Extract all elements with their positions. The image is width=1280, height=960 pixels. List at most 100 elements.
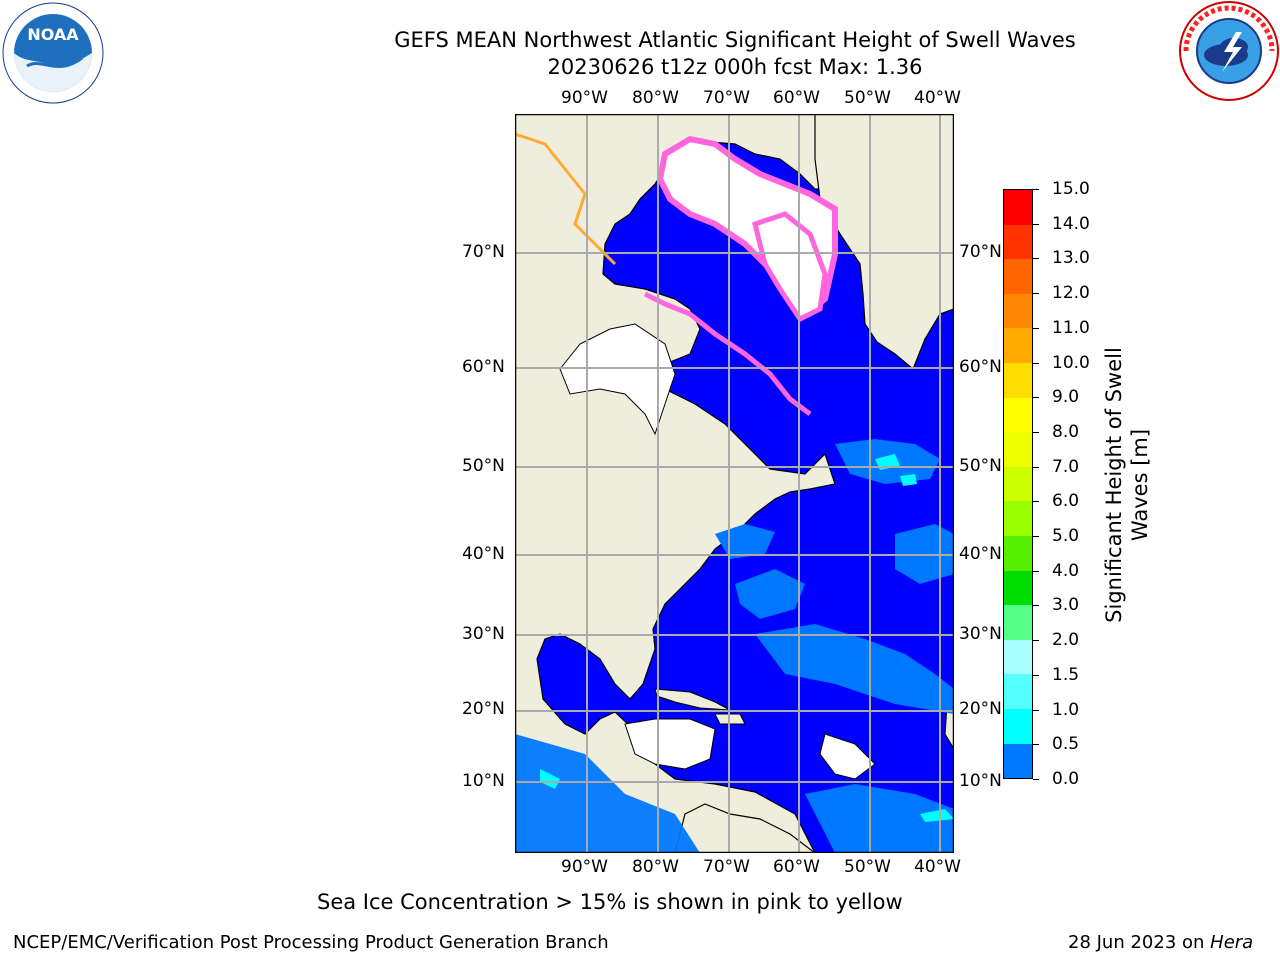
lat-label-left: 20°N [462, 699, 505, 719]
lat-label-right: 10°N [959, 771, 1002, 791]
colorbar-cell [1004, 570, 1032, 606]
colorbar-tick-label: 6.0 [1052, 491, 1080, 512]
map-svg [514, 113, 955, 854]
ice-hudson-bay [559, 323, 676, 436]
colorbar-cell [1004, 224, 1032, 260]
lon-label-bottom: 70°W [703, 857, 750, 877]
colorbar-tick-mark [1033, 258, 1039, 260]
colorbar-tick-label: 15.0 [1052, 179, 1090, 199]
colorbar-cell [1004, 674, 1032, 709]
colorbar-tick-mark [1033, 570, 1039, 572]
footer-machine: Hera [1210, 932, 1254, 953]
lat-label-left: 30°N [462, 624, 505, 644]
colorbar-cell [1004, 190, 1032, 225]
colorbar-cell [1004, 501, 1032, 536]
colorbar-cell [1004, 362, 1032, 398]
colorbar-tick-label: 13.0 [1052, 248, 1090, 269]
noaa-logo-text: NOAA [27, 25, 79, 44]
lon-label-top: 80°W [632, 88, 679, 108]
ice-baffin [752, 211, 828, 323]
colorbar-tick-mark [1033, 223, 1039, 225]
colorbar-tick-label: 3.0 [1052, 595, 1080, 616]
lon-label-top: 90°W [561, 88, 608, 108]
lat-label-right: 60°N [959, 357, 1002, 377]
lon-label-bottom: 50°W [844, 857, 891, 877]
colorbar-tick-label: 5.0 [1052, 526, 1080, 547]
chart-title-line1: GEFS MEAN Northwest Atlantic Significant… [394, 28, 1076, 52]
lon-label-top: 40°W [914, 88, 961, 108]
colorbar-cell [1004, 743, 1032, 779]
graticule [515, 114, 954, 853]
colorbar [1003, 189, 1033, 779]
lat-label-left: 70°N [462, 242, 505, 262]
island-venezuela-ice [819, 733, 876, 780]
noaa-logo: NOAA [2, 2, 104, 104]
lon-label-bottom: 60°W [773, 857, 820, 877]
colorbar-tick-mark [1033, 744, 1039, 746]
lon-label-top: 60°W [773, 88, 820, 108]
colorbar-tick-mark [1033, 640, 1039, 642]
lat-label-left: 60°N [462, 357, 505, 377]
lon-label-top: 50°W [844, 88, 891, 108]
colorbar-cell [1004, 708, 1032, 744]
colorbar-tick-label: 8.0 [1052, 421, 1080, 442]
colorbar-cell [1004, 639, 1032, 675]
colorbar-tick-label: 1.0 [1052, 699, 1080, 720]
colorbar-tick-mark [1033, 501, 1039, 503]
colorbar-tick-label: 0.0 [1052, 769, 1080, 789]
colorbar-tick-label: 12.0 [1052, 283, 1090, 304]
colorbar-cell [1004, 466, 1032, 502]
colorbar-cell [1004, 432, 1032, 467]
colorbar-label: Significant Height of Swell Waves [m] [1102, 347, 1152, 623]
lon-label-bottom: 80°W [632, 857, 679, 877]
island-cuba [654, 688, 731, 711]
colorbar-tick-label: 14.0 [1052, 213, 1090, 234]
lat-label-right: 20°N [959, 699, 1002, 719]
colorbar-cell [1004, 397, 1032, 433]
nws-logo [1178, 0, 1280, 102]
colorbar-tick-mark [1033, 189, 1039, 190]
colorbar-tick-label: 0.5 [1052, 734, 1080, 755]
colorbar-cell [1004, 293, 1032, 329]
colorbar-tick-mark [1033, 362, 1039, 364]
colorbar-tick-mark [1033, 674, 1039, 676]
colorbar-tick-mark [1033, 466, 1039, 468]
colorbar-tick-mark [1033, 709, 1039, 711]
lat-label-right: 70°N [959, 242, 1002, 262]
ice-central-america [624, 718, 716, 770]
colorbar-cell [1004, 605, 1032, 640]
colorbar-tick-label: 1.5 [1052, 664, 1080, 685]
colorbar-tick-mark [1033, 397, 1039, 399]
colorbar-tick-label: 10.0 [1052, 352, 1090, 373]
colorbar-cell [1004, 259, 1032, 294]
chart-title-line2: 20230626 t12z 000h fcst Max: 1.36 [547, 55, 923, 79]
lon-label-bottom: 40°W [914, 857, 961, 877]
colorbar-tick-label: 7.0 [1052, 456, 1080, 477]
sea-ice-note: Sea Ice Concentration > 15% is shown in … [317, 890, 903, 914]
lat-label-left: 10°N [462, 771, 505, 791]
lat-label-right: 30°N [959, 624, 1002, 644]
land-south-america [674, 803, 817, 854]
footer-date: 28 Jun 2023 on Hera [1068, 932, 1253, 953]
colorbar-tick-mark [1033, 536, 1039, 538]
lon-label-top: 70°W [703, 88, 750, 108]
colorbar-tick-label: 4.0 [1052, 560, 1080, 581]
lat-label-right: 40°N [959, 544, 1002, 564]
colorbar-tick-mark [1033, 293, 1039, 295]
colorbar-cell [1004, 535, 1032, 571]
lon-label-bottom: 90°W [561, 857, 608, 877]
lat-label-left: 50°N [462, 456, 505, 476]
colorbar-tick-mark [1033, 327, 1039, 329]
map [514, 113, 955, 854]
lat-label-right: 50°N [959, 456, 1002, 476]
colorbar-tick-label: 9.0 [1052, 387, 1080, 408]
colorbar-tick-label: 11.0 [1052, 317, 1090, 338]
colorbar-tick-label: 2.0 [1052, 630, 1080, 651]
footer-credit: NCEP/EMC/Verification Post Processing Pr… [13, 932, 609, 953]
footer-date-text: 28 Jun 2023 on [1068, 932, 1205, 953]
colorbar-cell [1004, 328, 1032, 363]
lat-label-left: 40°N [462, 544, 505, 564]
colorbar-tick-mark [1033, 431, 1039, 433]
colorbar-tick-mark [1033, 605, 1039, 607]
colorbar-tick-mark [1033, 779, 1039, 780]
